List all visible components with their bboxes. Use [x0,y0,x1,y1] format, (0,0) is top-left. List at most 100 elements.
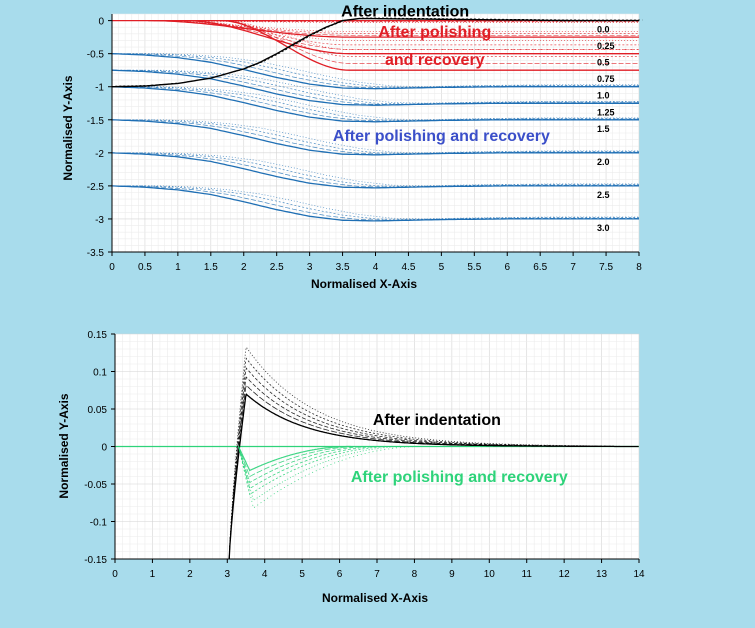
series-line [111,69,639,106]
series-line [220,20,639,57]
recovery-line [238,446,374,484]
depth-label: 1.5 [597,124,610,134]
series-line [111,86,639,123]
chart-1-annotations: After indentation After polishing and reco… [333,4,550,145]
series-line [184,19,639,55]
y-tick-label: -0.05 [84,480,107,491]
x-tick-label: 5.5 [467,262,481,273]
x-tick-label: 4.5 [401,262,415,273]
indentation-line [115,17,643,87]
series-line [148,20,639,36]
x-tick-label: 3 [307,262,313,273]
depth-label: 1.25 [597,107,615,117]
x-tick-label: 1.5 [204,262,218,273]
x-tick-label: 7.5 [599,262,613,273]
series-line [184,20,639,50]
depth-label: 3.0 [597,223,610,233]
x-tick-label: 0.5 [138,262,152,273]
x-tick-label: 5 [299,569,305,580]
y-tick-label: -3 [95,215,104,226]
x-tick-label: 0 [112,569,118,580]
x-tick-label: 1 [175,262,181,273]
recovery-line [238,446,407,502]
series-line [112,86,639,121]
series-line [112,119,639,154]
x-tick-label: 7 [374,569,380,580]
series-line [111,53,639,90]
series-line [112,53,639,87]
y-tick-label: 0.05 [88,405,108,416]
chart-1-tick-labels: 0 0.5 1 1.5 2 2.5 3 3.5 4 4.5 5 5.5 6 6.5 7 7.5 8 0 -0.5 -1… [87,17,642,273]
y-tick-label: -0.5 [87,50,105,61]
y-tick-label: 0.15 [88,330,108,341]
depth-label: 0.5 [597,58,610,68]
chart-2-curves [115,346,639,560]
x-tick-label: 6 [504,262,510,273]
series-line [220,20,639,64]
x-tick-label: 12 [559,569,571,580]
annotation-label: After indentation [341,4,469,21]
series-line [111,119,639,156]
recovery-line [238,446,385,490]
series-line [112,185,639,221]
series-line [112,119,639,155]
y-tick-label: 0 [101,443,107,454]
depth-label: 2.5 [597,190,610,200]
series-line [112,86,639,122]
x-tick-label: 8 [636,262,642,273]
annotation-label: After polishing and recovery [333,128,550,145]
recovery-line [238,446,396,496]
chart-1-y-axis-title: Normalised Y-Axis [61,75,75,180]
x-tick-label: 4 [373,262,379,273]
x-tick-label: 1 [150,569,156,580]
x-tick-label: 2 [241,262,247,273]
x-tick-label: 11 [522,569,533,580]
x-tick-label: 3 [225,569,231,580]
series-line [111,152,639,189]
chart-1-depth-labels: 0.0 0.25 0.5 0.75 1.0 1.25 1.5 2.0 2.5 3.0 [597,25,615,233]
x-tick-label: 14 [633,569,645,580]
series-line [112,69,639,104]
y-tick-label: -0.15 [84,555,107,566]
chart-1-curves [111,17,643,222]
recovery-line [237,445,351,472]
chart-2-y-axis-title: Normalised Y-Axis [57,393,71,498]
y-tick-label: -0.1 [90,518,108,529]
chart-1-depth-profiles: 0 0.5 1 1.5 2 2.5 3 3.5 4 4.5 5 5.5 6 6.5 7 7.5 8 0 -0.5 -1… [61,4,643,291]
x-tick-label: 8 [412,569,418,580]
y-tick-label: -1 [95,83,104,94]
depth-label: 0.75 [597,74,615,84]
annotation-label: After indentation [373,412,501,429]
y-tick-label: -3.5 [87,248,105,259]
y-tick-label: 0 [98,17,104,28]
x-tick-label: 10 [484,569,496,580]
indentation-line [228,357,639,560]
depth-label: 0.25 [597,41,615,51]
x-tick-label: 6 [337,569,343,580]
x-tick-label: 9 [449,569,455,580]
series-line [184,20,639,41]
series-line [112,152,639,188]
x-tick-label: 13 [596,569,608,580]
chart-2-tick-labels: 0 1 2 3 4 5 6 7 8 9 10 11 12 13 140.150.10.050-0.05-0.… [84,330,645,580]
depth-label: 2.0 [597,157,610,167]
x-tick-label: 7 [570,262,576,273]
series-line [220,20,639,51]
annotation-label: After polishing and recovery [351,469,568,486]
series-line [112,152,639,187]
series-line [148,20,639,34]
chart-2-x-axis-title: Normalised X-Axis [322,591,428,605]
chart-2-annotations: After indentation After polishing and rec… [351,412,568,486]
series-line [220,19,639,71]
annotation-label: After polishing [378,24,491,41]
chart-2-deviation-profiles: 0 1 2 3 4 5 6 7 8 9 10 11 12 13 140.150.10.050-0.05-0.… [57,330,645,605]
x-tick-label: 2 [187,569,193,580]
y-tick-label: -1.5 [87,116,105,127]
y-tick-label: 0.1 [93,368,107,379]
x-tick-label: 5 [439,262,445,273]
depth-label: 1.0 [597,91,610,101]
series-line [112,53,639,89]
recovery-line [238,446,362,478]
x-tick-label: 0 [109,262,115,273]
indentation-line [228,346,639,560]
